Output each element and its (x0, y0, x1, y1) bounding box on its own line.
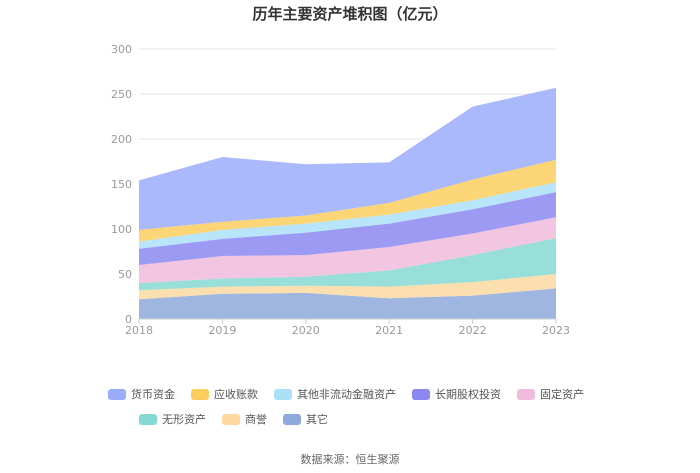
legend-swatch (283, 413, 301, 425)
y-tick-label: 100 (111, 223, 132, 236)
x-tick-label: 2021 (375, 324, 403, 337)
area-series (139, 87, 556, 230)
area-series (139, 159, 556, 242)
legend-swatch (222, 413, 240, 425)
legend-item[interactable]: 应收账款 (191, 386, 258, 402)
axes: 0 50 100 150 200 250 300 2018 2019 2020 2021 2022 20… (111, 43, 570, 337)
legend-item[interactable]: 固定资产 (517, 386, 584, 402)
y-tick-label: 0 (125, 313, 132, 326)
legend-label: 商誉 (245, 413, 267, 426)
area-series (139, 238, 556, 291)
legend-swatch (191, 388, 209, 400)
legend-label: 应收账款 (214, 388, 258, 401)
legend-label: 其它 (306, 413, 328, 426)
legend: 货币资金 应收账款 其他非流动金融资产 长期股权投资 固定资产 无形资产 商誉 其它 (0, 386, 700, 436)
legend-label: 固定资产 (540, 388, 584, 401)
legend-label: 长期股权投资 (435, 388, 501, 401)
legend-item[interactable]: 货币资金 (108, 386, 175, 402)
legend-label: 无形资产 (162, 413, 206, 426)
area-series (139, 274, 556, 300)
y-tick-label: 150 (111, 178, 132, 191)
y-tick-label: 300 (111, 43, 132, 56)
x-tick-label: 2022 (459, 324, 487, 337)
x-tick-label: 2019 (208, 324, 236, 337)
legend-swatch (412, 388, 430, 400)
data-source: 数据来源：恒生聚源 (300, 453, 400, 466)
x-tick-label: 2018 (125, 324, 153, 337)
area-series (139, 217, 556, 283)
area-series (139, 182, 556, 249)
legend-item[interactable]: 商誉 (222, 411, 267, 427)
legend-item[interactable]: 长期股权投资 (412, 386, 501, 402)
x-tick-label: 2023 (542, 324, 570, 337)
legend-swatch (139, 413, 157, 425)
area-series (139, 192, 556, 265)
y-tick-label: 250 (111, 88, 132, 101)
legend-label: 货币资金 (131, 388, 175, 401)
legend-swatch (108, 388, 126, 400)
legend-label: 其他非流动金融资产 (297, 388, 396, 401)
x-tick-label: 2020 (292, 324, 320, 337)
legend-swatch (517, 388, 535, 400)
legend-item[interactable]: 其他非流动金融资产 (274, 386, 396, 402)
legend-item[interactable]: 无形资产 (139, 411, 206, 427)
area-series (139, 288, 556, 319)
y-tick-label: 50 (118, 268, 132, 281)
chart-title: 历年主要资产堆积图（亿元） (252, 5, 447, 23)
legend-item[interactable]: 其它 (283, 411, 328, 427)
legend-swatch (274, 388, 292, 400)
plot-area (139, 87, 556, 319)
y-tick-label: 200 (111, 133, 132, 146)
